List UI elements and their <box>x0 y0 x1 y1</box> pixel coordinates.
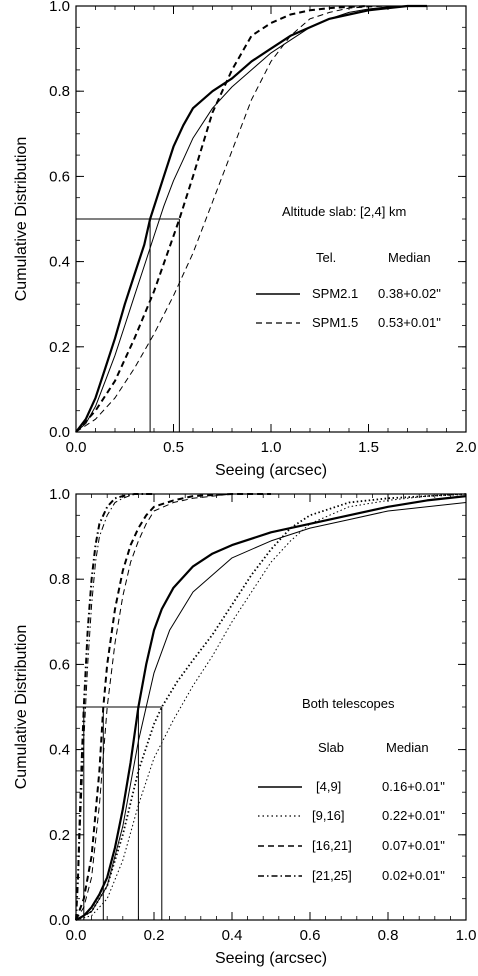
series-line-16-21 <box>75 493 271 921</box>
series-line-4-9-thin <box>75 502 467 921</box>
legend-median-spm15: 0.53+0.01" <box>378 315 441 330</box>
x-tick-label: 1.0 <box>261 439 282 456</box>
legend-median-21-25: 0.02+0.01" <box>382 868 445 883</box>
legend-bottom: Both telescopes Slab Median [4,9] 0.16+0… <box>258 696 445 883</box>
x-tick-label: 0.6 <box>300 927 321 944</box>
x-tick-label: 0.0 <box>66 927 87 944</box>
y-tick-label: 0.0 <box>49 912 70 929</box>
median-markers-bottom <box>76 706 163 920</box>
panel-top: 0.0 0.5 1.0 1.5 2.0 0.0 0.2 0.4 0.6 0.8 1.0 Cumula… <box>13 0 476 479</box>
series-line-spm2-1 <box>75 4 427 433</box>
axis-ticks-top: 0.0 0.5 1.0 1.5 2.0 0.0 0.2 0.4 0.6 0.8 1.0 <box>49 0 476 456</box>
x-axis-label-top: Seeing (arcsec) <box>215 462 327 479</box>
y-tick-label: 1.0 <box>49 486 70 503</box>
legend-header-slab: Slab <box>318 740 344 755</box>
legend-top: Altitude slab: [2,4] km Tel. Median SPM2… <box>256 204 441 330</box>
y-tick-label: 0.8 <box>49 83 70 100</box>
legend-label-21-25: [21,25] <box>312 868 352 883</box>
y-tick-label: 0.4 <box>49 254 70 271</box>
series-line-9-16-thin <box>75 493 467 921</box>
median-markers-top <box>76 218 180 432</box>
legend-median-spm21: 0.38+0.02" <box>378 286 441 301</box>
legend-label-9-16: [9,16] <box>312 808 345 823</box>
y-tick-label: 0.4 <box>49 742 70 759</box>
legend-header-tel: Tel. <box>316 250 336 265</box>
x-tick-label: 0.2 <box>144 927 165 944</box>
y-tick-label: 1.0 <box>49 0 70 15</box>
series-group-top <box>75 4 427 433</box>
y-tick-label: 0.0 <box>49 424 70 441</box>
x-axis-label-bottom: Seeing (arcsec) <box>215 950 327 967</box>
legend-title-bottom: Both telescopes <box>302 696 395 711</box>
legend-median-16-21: 0.07+0.01" <box>382 838 445 853</box>
x-tick-label: 0.8 <box>378 927 399 944</box>
x-tick-label: 0.4 <box>222 927 243 944</box>
series-line-spm2-1-thin <box>75 5 408 433</box>
y-tick-label: 0.8 <box>49 571 70 588</box>
legend-header-median-bottom: Median <box>386 740 429 755</box>
series-line-21-25 <box>75 493 154 921</box>
legend-label-4-9: [4,9] <box>316 779 341 794</box>
series-line-21-25-thin <box>75 493 154 921</box>
legend-header-median-top: Median <box>388 250 431 265</box>
legend-label-spm21: SPM2.1 <box>312 286 358 301</box>
x-tick-label: 1.5 <box>358 439 379 456</box>
panel-bottom: 0.0 0.2 0.4 0.6 0.8 1.0 0.0 0.2 0.4 0.6 0.8 1.0 Cum… <box>13 486 476 967</box>
y-tick-label: 0.6 <box>49 168 70 185</box>
series-line-spm1-5 <box>75 5 369 433</box>
y-tick-label: 0.6 <box>49 656 70 673</box>
legend-title-top: Altitude slab: [2,4] km <box>282 204 406 219</box>
y-tick-label: 0.2 <box>49 827 70 844</box>
series-line-4-9 <box>75 495 467 921</box>
legend-label-spm15: SPM1.5 <box>312 315 358 330</box>
legend-median-4-9: 0.16+0.01" <box>382 779 445 794</box>
x-tick-label: 1.0 <box>456 927 477 944</box>
y-axis-label-bottom: Cumulative Distribution <box>13 625 30 790</box>
legend-median-9-16: 0.22+0.01" <box>382 808 445 823</box>
x-tick-label: 2.0 <box>456 439 477 456</box>
series-line-spm1-5-thin <box>75 5 389 433</box>
y-axis-label-top: Cumulative Distribution <box>13 137 30 302</box>
x-tick-label: 0.5 <box>163 439 184 456</box>
y-tick-label: 0.2 <box>49 339 70 356</box>
x-tick-label: 0.0 <box>66 439 87 456</box>
series-line-9-16 <box>75 493 467 921</box>
legend-label-16-21: [16,21] <box>312 838 352 853</box>
